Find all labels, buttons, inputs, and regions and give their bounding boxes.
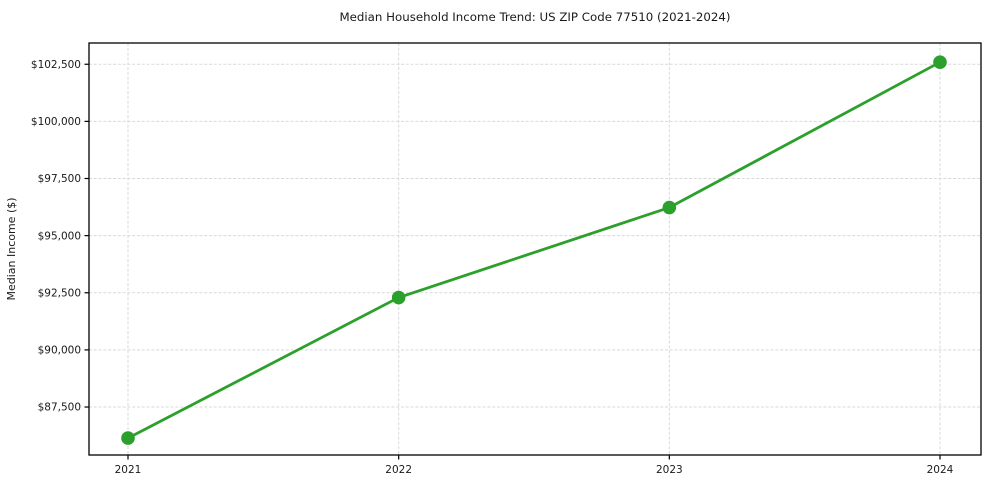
x-tick-label: 2022 (385, 464, 412, 476)
y-tick-label: $102,500 (31, 59, 81, 71)
data-point (391, 290, 406, 305)
data-point (121, 431, 135, 445)
axis-layer: $87,500 $90,000 $92,500 $95,000 $97,500 $100,… (31, 42, 982, 476)
x-tick-label: 2023 (656, 464, 683, 476)
grid-layer (89, 43, 981, 455)
data-point (662, 200, 677, 215)
series-layer (121, 55, 947, 445)
y-axis-label: Median Income ($) (5, 197, 18, 300)
chart-title: Median Household Income Trend: US ZIP Co… (339, 10, 730, 24)
y-tick-label: $87,500 (38, 402, 81, 414)
trend-line (126, 60, 942, 440)
x-tick-label: 2024 (927, 464, 954, 476)
data-point (933, 55, 947, 69)
x-tick-label: 2021 (115, 464, 142, 476)
y-tick-label: $90,000 (38, 345, 81, 357)
y-tick-label: $92,500 (38, 287, 81, 299)
y-tick-label: $100,000 (31, 116, 81, 128)
plot-border (88, 42, 982, 456)
y-tick-label: $97,500 (38, 173, 81, 185)
y-tick-label: $95,000 (38, 230, 81, 242)
